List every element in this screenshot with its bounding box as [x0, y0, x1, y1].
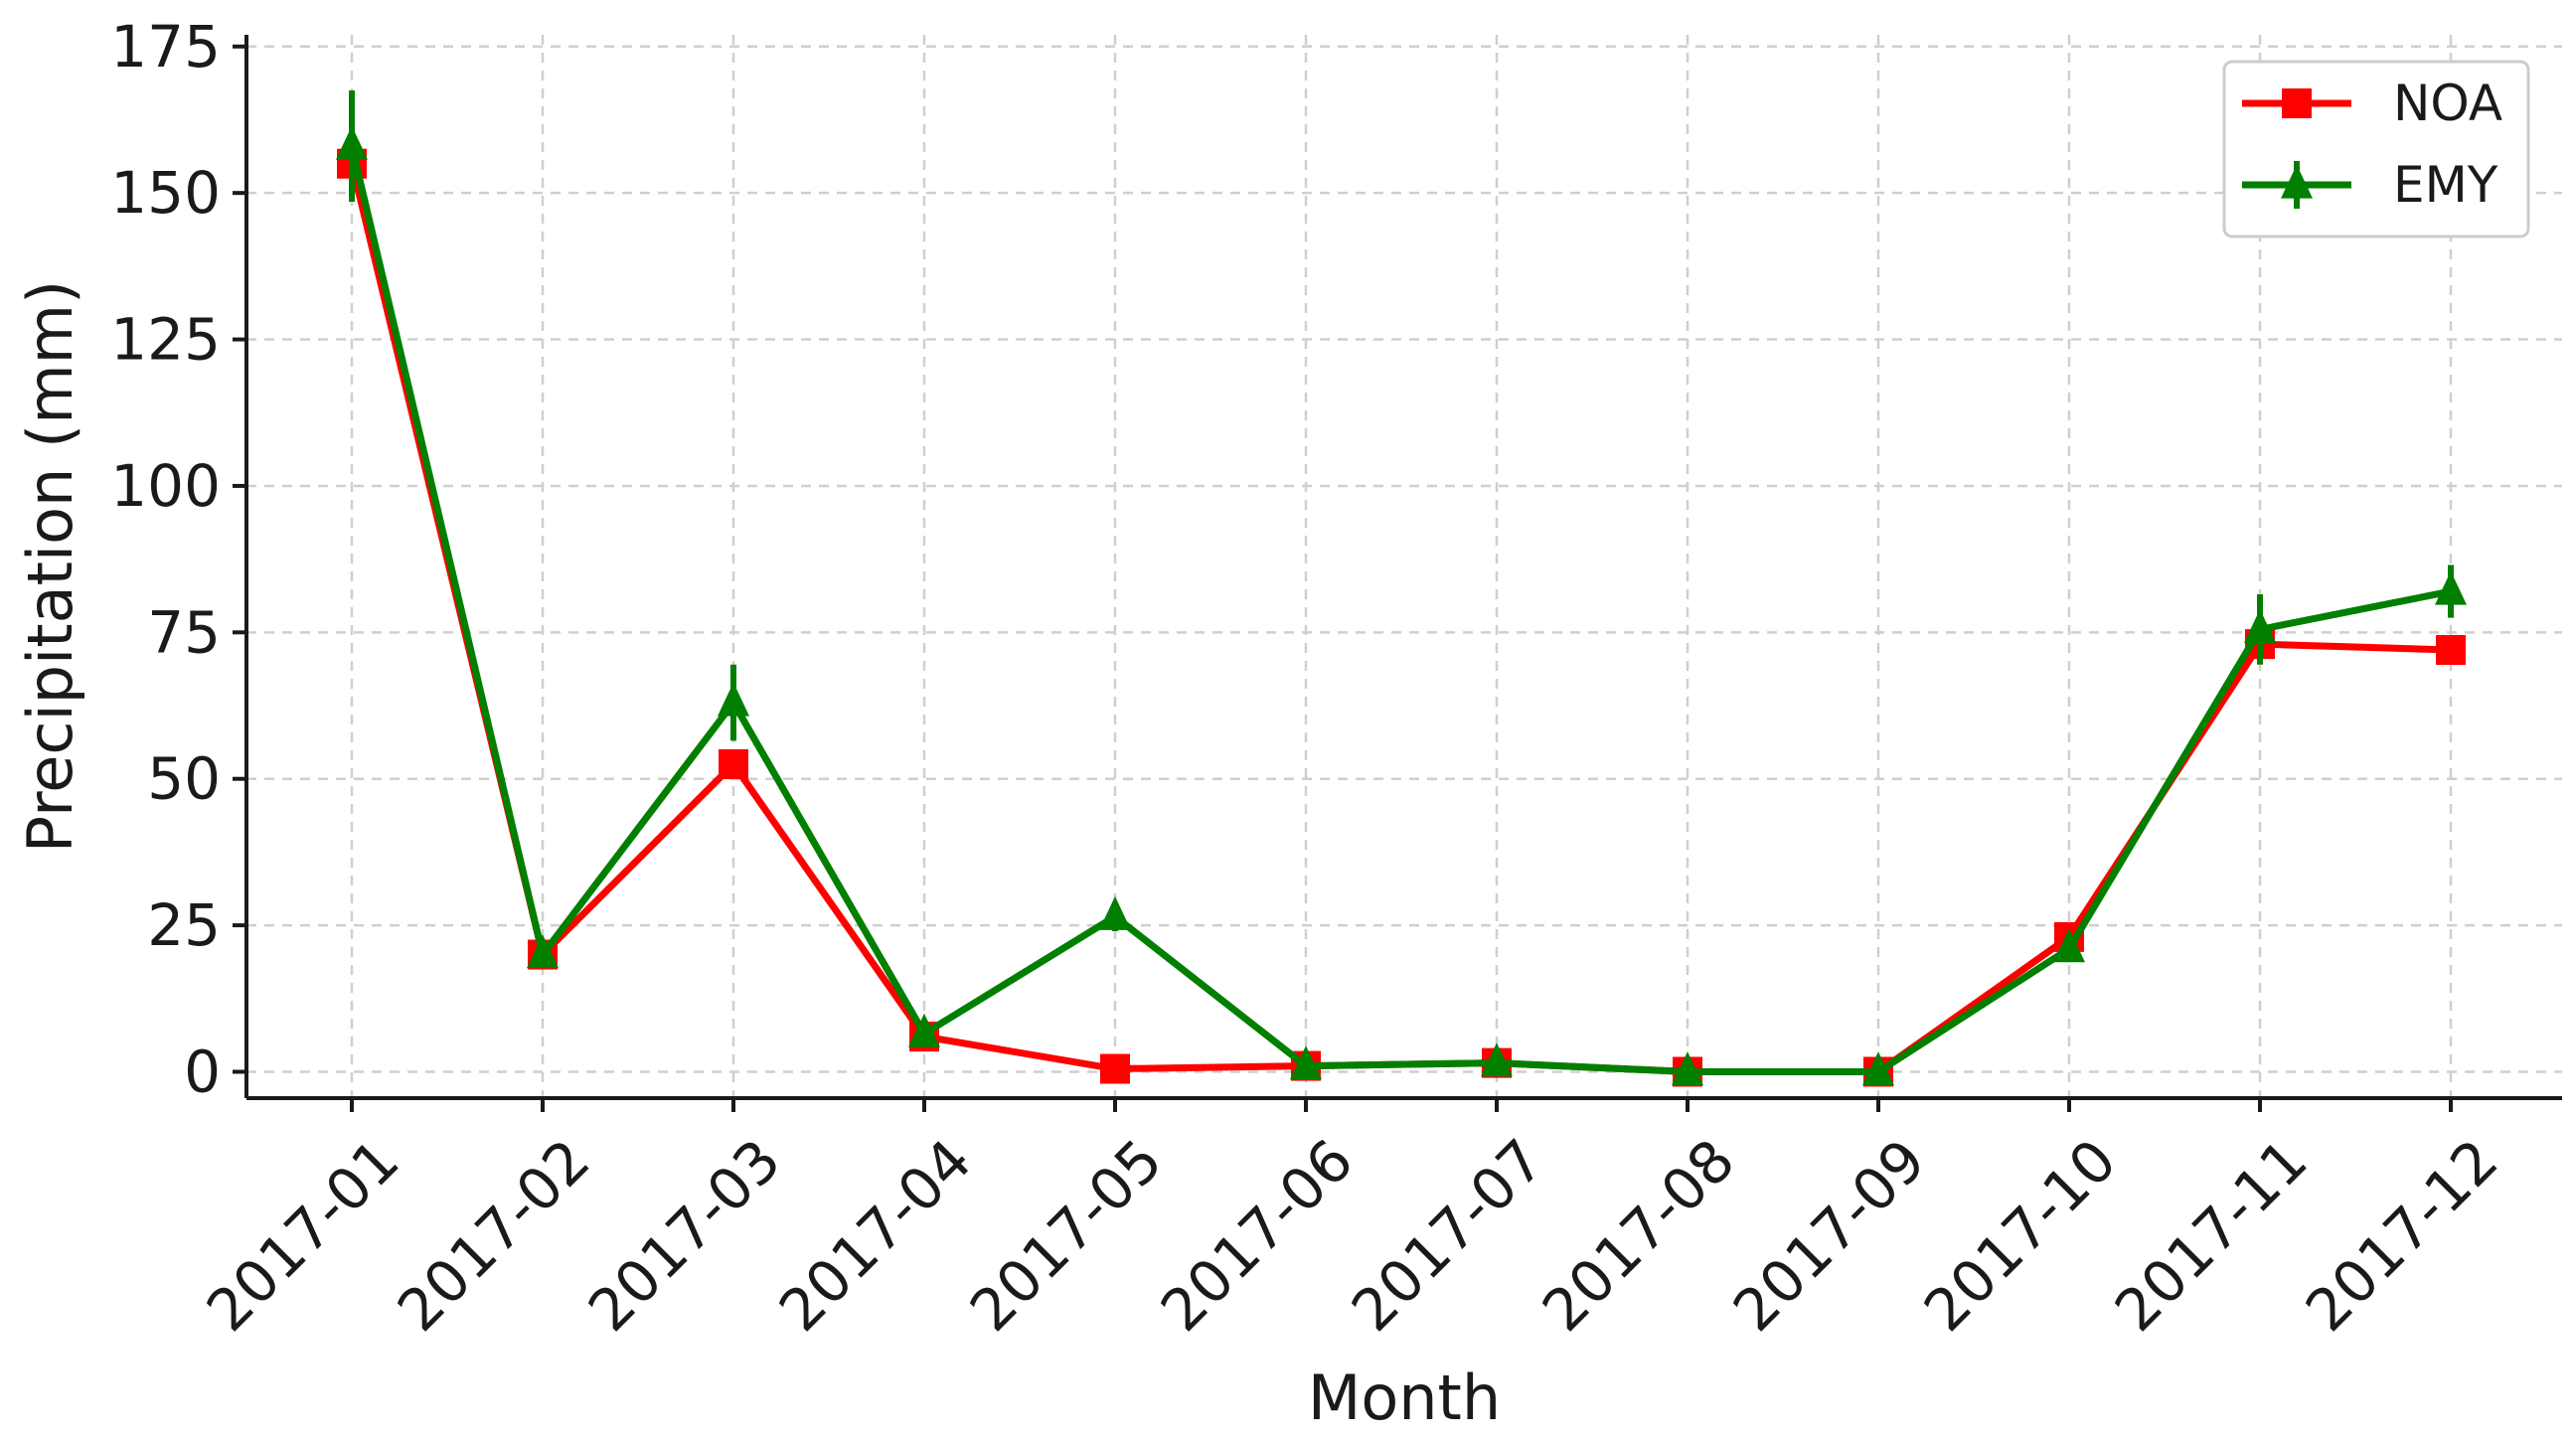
series-line-emy: [348, 145, 2452, 1075]
x-tick-label: 2017-03: [575, 1126, 793, 1344]
data-point-emy: [336, 125, 368, 160]
data-point-emy: [1862, 1051, 1894, 1086]
x-axis-title: Month: [1308, 1361, 1501, 1434]
x-tick-label: 2017-01: [194, 1126, 411, 1344]
data-point-emy: [1290, 1045, 1322, 1080]
y-tick-label: 175: [110, 13, 221, 80]
data-point-emy: [1099, 895, 1131, 930]
data-point-emy: [2053, 928, 2085, 963]
legend-marker-emy: [2281, 164, 2313, 199]
y-tick-label: 0: [184, 1038, 221, 1105]
x-tick-label: 2017-08: [1530, 1126, 1747, 1344]
x-tick-label: 2017-12: [2293, 1126, 2510, 1344]
legend-label-noa: NOA: [2393, 75, 2502, 132]
x-tick-label: 2017-04: [766, 1126, 984, 1344]
data-point-emy: [1672, 1051, 1703, 1086]
y-tick-label: 25: [147, 891, 221, 959]
y-tick-label: 125: [110, 306, 221, 374]
axes: [233, 35, 2562, 1112]
data-point-noa: [2436, 635, 2466, 666]
legend: NOA EMY: [2222, 60, 2530, 239]
data-point-emy: [908, 1013, 940, 1047]
series-emy: [336, 90, 2467, 1086]
data-point-emy: [2244, 608, 2276, 643]
x-tick-label: 2017-02: [385, 1126, 602, 1344]
y-axis-title: Precipitation (mm): [14, 280, 86, 853]
x-tick-label: 2017-07: [1339, 1126, 1556, 1344]
x-tick-label: 2017-09: [1720, 1126, 1938, 1344]
data-point-noa: [719, 748, 748, 779]
legend-label-emy: EMY: [2393, 156, 2498, 214]
data-point-emy: [718, 682, 749, 717]
y-tick-label: 100: [110, 452, 221, 520]
y-tick-label: 75: [147, 598, 221, 666]
x-tick-label: 2017-10: [1911, 1126, 2129, 1344]
tick-labels: 0 25 50 75 100 125 150 175 2017-012017-022017-03…: [110, 13, 2510, 1345]
data-point-emy: [527, 934, 559, 969]
grid: [246, 35, 2562, 1098]
data-point-noa: [1100, 1053, 1130, 1084]
x-tick-label: 2017-11: [2102, 1126, 2320, 1344]
series-line-noa: [348, 162, 2452, 1075]
x-tick-label: 2017-05: [957, 1126, 1175, 1344]
series-noa: [337, 148, 2466, 1087]
legend-marker-noa: [2282, 88, 2312, 118]
data-point-emy: [2435, 570, 2467, 605]
x-tick-label: 2017-06: [1148, 1126, 1366, 1344]
y-tick-label: 50: [147, 745, 221, 813]
y-tick-label: 150: [110, 159, 221, 227]
series: [336, 90, 2467, 1087]
data-point-emy: [1481, 1042, 1513, 1077]
